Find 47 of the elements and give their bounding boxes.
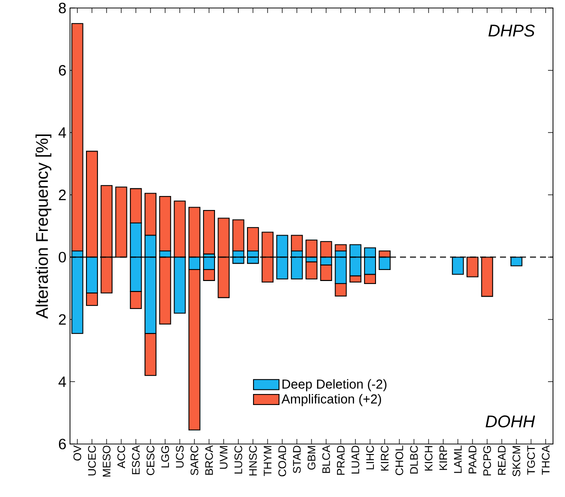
legend-label: Deep Deletion (-2) [282,379,386,392]
x-tick-label: GBM [308,446,316,470]
x-tick-label: PRAD [337,446,345,475]
x-tick-label: READ [498,446,506,475]
y-tick-label: 0 [58,252,66,262]
y-tick-label: 4 [58,127,66,138]
x-tick-label: CESC [146,446,154,476]
x-tick-label: KIRP [439,446,447,470]
x-tick-label: TGCT [527,445,535,475]
x-tick-label: BLCA [322,445,330,473]
y-tick-label: 6 [58,438,66,450]
x-tick-label: ESCA [132,445,140,474]
x-tick-label: UCS [176,446,184,468]
y-tick-label: 4 [58,376,66,387]
x-tick-label: LAML [454,446,462,473]
x-tick-label: SKCM [512,446,520,476]
x-tick-label: PAAD [468,446,476,474]
x-tick-label: DLBC [410,446,418,474]
x-tick-label: LUSC [234,446,242,474]
x-tick-label: MESO [102,446,110,477]
x-tick-label: BRCA [205,445,213,475]
y-tick-label: 8 [58,2,66,14]
y-tick-label: 6 [58,64,66,76]
y-tick-label: 2 [58,314,66,325]
x-tick-label: THCA [542,445,550,475]
x-tick-label: LGG [161,446,170,468]
x-tick-label: STAD [292,446,301,474]
x-tick-label: KICH [424,446,432,470]
bar [203,210,215,254]
annotation: DHPS [488,24,535,37]
x-tick-label: UCEC [88,446,96,476]
annotation: DOHH [486,415,536,428]
x-tick-label: HNSC [249,446,257,476]
y-tick-label: 2 [58,190,66,200]
x-tick-label: OV [73,445,82,461]
x-tick-label: SARC [190,446,198,476]
x-tick-label: LUAD [352,446,360,474]
x-tick-label: KIRC [380,446,389,470]
x-tick-label: CHOL [395,446,404,476]
x-tick-label: ACC [117,446,126,468]
legend-label: Amplification (+2) [281,394,382,406]
x-tick-label: COAD [278,446,286,476]
x-tick-label: LIHC [366,446,374,470]
x-tick-label: UVM [220,446,228,469]
x-tick-label: THYM [264,446,272,476]
x-tick-label: PCPG [483,446,492,476]
y-axis-title: Alteration Frequency [%] [36,134,52,319]
